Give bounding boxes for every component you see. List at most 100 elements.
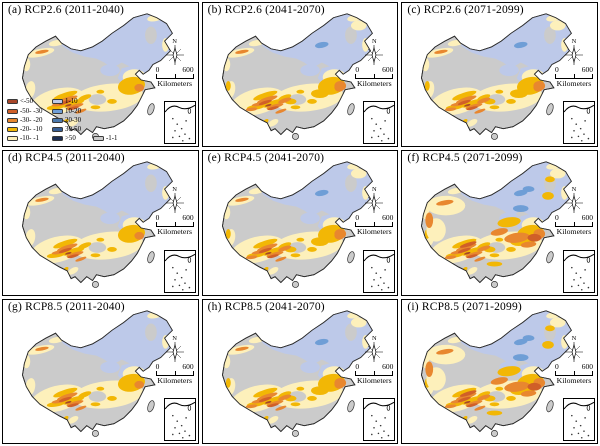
scale-unit: Kilometers	[556, 227, 592, 237]
north-arrow: N	[165, 187, 185, 218]
north-label: N	[371, 186, 377, 194]
legend-label: 20-30	[65, 116, 82, 124]
inset-islands-icon	[164, 253, 195, 291]
scale-line	[555, 370, 593, 376]
north-arrow: N	[364, 187, 384, 218]
scale-bar: 0 600 Kilometers	[155, 66, 195, 88]
scale-line	[355, 222, 394, 228]
south-china-sea-inset	[163, 249, 196, 293]
legend-item: 1-10	[52, 98, 93, 105]
legend-swatch	[7, 117, 18, 123]
panel-title: (g) RCP8.5 (2011-2040)	[8, 300, 125, 313]
scale-bar: 0 600 Kilometers	[354, 214, 394, 236]
south-china-sea-inset	[163, 101, 196, 145]
panel-title: (c) RCP2.6 (2071-2099)	[407, 4, 524, 16]
map-panel-d: (d) RCP4.5 (2011-2040) N 0 600 Kilometer…	[2, 150, 199, 296]
scale-unit: Kilometers	[556, 79, 592, 88]
legend-item: 10-20	[52, 108, 93, 115]
scale-end: 600	[182, 65, 194, 74]
scale-start: 0	[155, 361, 160, 371]
south-china-sea-inset	[363, 101, 396, 145]
compass-star-icon	[564, 44, 584, 66]
legend-label: 1-10	[65, 98, 78, 106]
inset-islands-icon	[364, 401, 395, 440]
legend-item: 20-30	[52, 117, 93, 124]
scale-unit: Kilometers	[157, 227, 192, 237]
compass-star-icon	[165, 44, 185, 66]
scale-bar: 0 600 Kilometers	[554, 361, 594, 385]
compass-star-icon	[165, 192, 185, 214]
north-label: N	[172, 186, 177, 194]
compass-star-icon	[364, 44, 384, 66]
legend-swatch	[7, 108, 18, 114]
scale-end: 600	[182, 213, 194, 223]
panel-title: (b) RCP2.6 (2041-2070)	[207, 4, 325, 16]
legend-label: -50- -30	[20, 107, 43, 115]
legend-swatch	[52, 108, 63, 114]
scale-start: 0	[355, 361, 360, 371]
scale-end: 600	[581, 361, 593, 371]
scale-line	[155, 370, 194, 376]
scale-start: 0	[555, 361, 559, 371]
panel-title: (h) RCP8.5 (2041-2070)	[207, 300, 325, 313]
north-label: N	[571, 186, 577, 194]
scale-end: 600	[182, 361, 194, 371]
scale-line	[355, 370, 394, 376]
scale-unit: Kilometers	[357, 227, 392, 237]
scale-unit: Kilometers	[357, 375, 392, 385]
map-panel-h: (h) RCP8.5 (2041-2070) N 0 600 Kilometer…	[201, 298, 399, 444]
legend-item: -50- -30	[7, 108, 52, 115]
north-label: N	[371, 334, 377, 342]
legend-item: -30- -20	[7, 117, 52, 124]
panel-title: (d) RCP4.5 (2011-2040)	[8, 152, 125, 165]
scale-bar: 0 600 Kilometers	[554, 214, 594, 236]
north-label: N	[172, 38, 177, 45]
panel-title: (e) RCP4.5 (2041-2070)	[207, 152, 325, 165]
south-china-sea-inset	[563, 249, 595, 293]
north-label: N	[371, 38, 377, 45]
north-arrow: N	[564, 187, 584, 218]
legend-label: >50	[65, 135, 76, 143]
scale-unit: Kilometers	[157, 79, 192, 88]
map-panel-b: (b) RCP2.6 (2041-2070) N 0 600 Kilometer…	[201, 2, 399, 148]
legend-swatch	[7, 136, 18, 142]
scale-unit: Kilometers	[556, 375, 592, 385]
inset-islands-icon	[564, 105, 594, 143]
scale-start: 0	[355, 65, 360, 74]
inset-islands-icon	[564, 253, 594, 291]
legend-swatch	[52, 136, 63, 142]
scale-start: 0	[555, 65, 559, 74]
north-arrow: N	[165, 38, 185, 70]
scale-end: 600	[382, 213, 394, 223]
scale-bar: 0 600 Kilometers	[354, 361, 394, 385]
inset-islands-icon	[164, 105, 195, 143]
legend-label: 10-20	[65, 107, 82, 115]
compass-star-icon	[165, 341, 185, 363]
legend-label: <-50	[20, 98, 34, 106]
north-label: N	[172, 334, 177, 342]
legend-label: -1-1	[106, 135, 118, 143]
scale-end: 600	[382, 361, 394, 371]
legend-item: -10- -1	[7, 135, 52, 142]
legend: <-50 1-10 -50- -30 10-20 -30- -20 20-30 -20- -…	[7, 97, 117, 143]
scale-end: 600	[382, 65, 394, 74]
map-panel-e: (e) RCP4.5 (2041-2070) N 0 600 Kilometer…	[201, 150, 399, 296]
compass-star-icon	[364, 192, 384, 214]
scale-line	[155, 222, 194, 228]
scale-line	[355, 74, 394, 79]
scale-end: 600	[581, 213, 593, 223]
legend-swatch	[7, 99, 18, 105]
south-china-sea-inset	[163, 397, 196, 441]
map-panel-i: (i) RCP8.5 (2071-2099) N 0 600 Kilometer…	[401, 298, 598, 444]
scale-bar: 0 600 Kilometers	[354, 66, 394, 88]
legend-item: -1-1	[93, 135, 117, 142]
north-label: N	[571, 334, 577, 342]
north-arrow: N	[364, 38, 384, 70]
legend-swatch	[52, 117, 63, 123]
south-china-sea-inset	[563, 101, 595, 145]
legend-swatch	[52, 99, 63, 105]
legend-label: -10- -1	[20, 135, 39, 143]
south-china-sea-inset	[563, 397, 595, 441]
scale-line	[155, 74, 194, 79]
